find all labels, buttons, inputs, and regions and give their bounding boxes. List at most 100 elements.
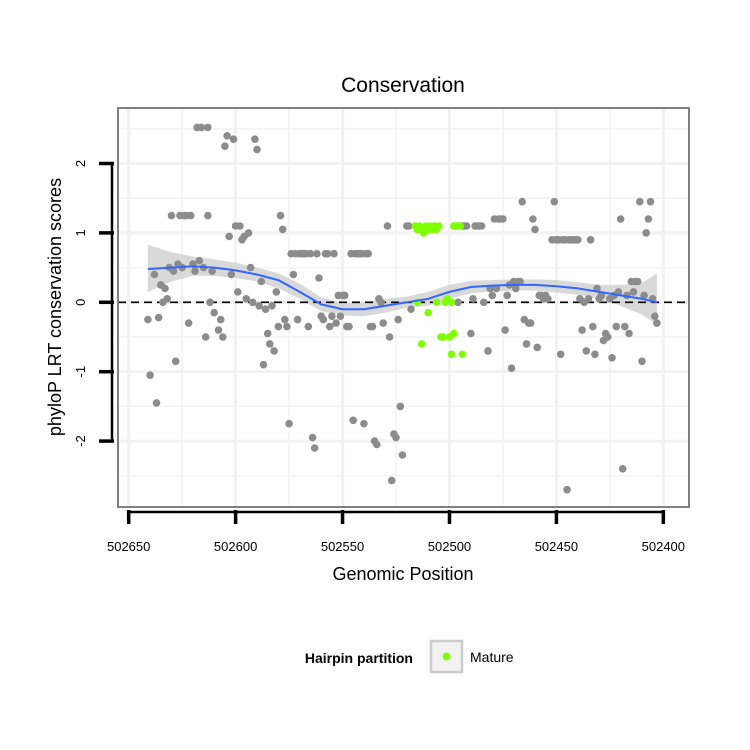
data-point-mature	[432, 298, 441, 307]
data-point-other	[507, 364, 516, 373]
data-point-other	[285, 419, 293, 428]
data-point-other	[234, 288, 242, 296]
data-point-other	[204, 123, 212, 132]
data-point-other	[278, 225, 287, 234]
data-point-other	[225, 232, 233, 241]
data-point-other	[308, 433, 317, 442]
data-point-other	[618, 465, 627, 473]
data-point-other	[349, 416, 358, 425]
data-point-other	[516, 277, 524, 286]
legend-label-mature: Mature	[470, 649, 514, 665]
data-point-other	[283, 322, 291, 331]
data-point-other	[642, 229, 650, 237]
data-point-other	[653, 319, 661, 327]
data-point-other	[229, 135, 238, 143]
data-point-other	[195, 256, 204, 265]
data-point-other	[163, 295, 171, 303]
data-point-other	[379, 319, 388, 327]
data-point-other	[488, 291, 497, 300]
legend-key-mature-dot	[442, 652, 451, 661]
points-other	[144, 123, 661, 494]
data-point-other	[550, 197, 559, 206]
data-point-other	[462, 222, 471, 230]
data-point-other	[394, 315, 403, 324]
data-point-other	[208, 267, 216, 275]
data-point-other	[276, 211, 285, 220]
data-point-other	[531, 225, 539, 234]
data-point-other	[636, 197, 644, 206]
data-point-other	[574, 236, 582, 244]
data-point-other	[373, 440, 381, 449]
data-point-other	[603, 333, 612, 341]
data-point-other	[499, 215, 507, 223]
data-point-other	[407, 305, 415, 314]
data-point-other	[313, 249, 321, 258]
data-point-other	[255, 302, 263, 310]
data-point-other	[257, 277, 266, 286]
data-point-other	[210, 308, 218, 317]
data-point-other	[385, 333, 394, 341]
x-tick-label: 502500	[428, 539, 471, 554]
data-point-other	[405, 222, 413, 230]
data-point-other	[340, 291, 349, 300]
data-point-other	[272, 288, 281, 296]
data-point-other	[644, 215, 653, 223]
data-point-other	[268, 302, 276, 310]
data-point-other	[323, 249, 332, 258]
data-point-other	[259, 360, 268, 369]
data-point-mature	[447, 350, 456, 359]
data-point-other	[289, 270, 298, 279]
y-tick-label: 0	[73, 299, 88, 306]
data-point-other	[616, 215, 625, 223]
data-point-other	[633, 277, 642, 286]
data-point-other	[467, 329, 475, 338]
y-tick-label: 1	[73, 229, 88, 236]
data-point-other	[563, 485, 571, 494]
data-point-other	[161, 284, 169, 293]
data-point-mature	[456, 222, 465, 230]
data-point-other	[146, 371, 154, 380]
x-axis-title: Genomic Position	[332, 564, 473, 584]
data-point-other	[281, 315, 289, 324]
smooth-trend-line	[147, 265, 658, 311]
data-point-other	[387, 476, 396, 485]
data-point-other	[469, 295, 477, 303]
data-point-other	[336, 312, 345, 321]
data-point-other	[201, 333, 210, 341]
data-point-other	[629, 288, 638, 296]
data-point-other	[169, 267, 178, 275]
confidence-ribbon	[147, 244, 657, 325]
data-point-other	[529, 215, 537, 223]
data-point-mature	[458, 350, 467, 359]
data-point-other	[556, 350, 565, 359]
data-point-other	[512, 284, 520, 293]
data-point-other	[578, 326, 586, 334]
data-point-other	[398, 451, 407, 459]
data-point-other	[526, 319, 535, 327]
data-point-other	[266, 340, 274, 348]
x-tick-label: 502400	[642, 539, 685, 554]
data-point-other	[306, 249, 315, 258]
data-point-other	[586, 236, 595, 244]
data-point-other	[477, 222, 486, 230]
data-point-other	[345, 322, 353, 331]
data-point-other	[216, 315, 225, 324]
data-point-other	[171, 357, 180, 366]
data-point-other	[191, 267, 199, 275]
data-point-other	[293, 315, 302, 324]
data-point-other	[263, 329, 272, 338]
data-point-mature	[417, 340, 426, 348]
data-point-other	[651, 312, 659, 321]
data-point-mature	[424, 308, 432, 317]
data-point-other	[144, 315, 152, 324]
data-point-other	[332, 319, 340, 327]
data-point-other	[392, 433, 400, 442]
data-point-other	[227, 270, 236, 279]
data-point-mature	[450, 329, 458, 338]
data-point-other	[167, 211, 176, 220]
data-point-other	[310, 444, 319, 452]
data-point-other	[274, 322, 283, 331]
y-tick-label: -2	[73, 435, 88, 447]
y-tick-label: -1	[73, 366, 88, 378]
data-point-other	[246, 263, 255, 272]
